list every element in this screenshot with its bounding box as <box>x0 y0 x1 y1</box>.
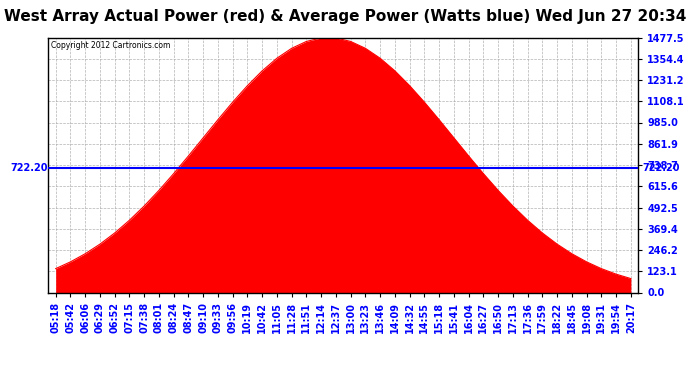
Text: 722.20: 722.20 <box>11 163 48 173</box>
Text: West Array Actual Power (red) & Average Power (Watts blue) Wed Jun 27 20:34: West Array Actual Power (red) & Average … <box>4 9 686 24</box>
Text: Copyright 2012 Cartronics.com: Copyright 2012 Cartronics.com <box>51 41 170 50</box>
Text: 722.20: 722.20 <box>642 163 680 173</box>
